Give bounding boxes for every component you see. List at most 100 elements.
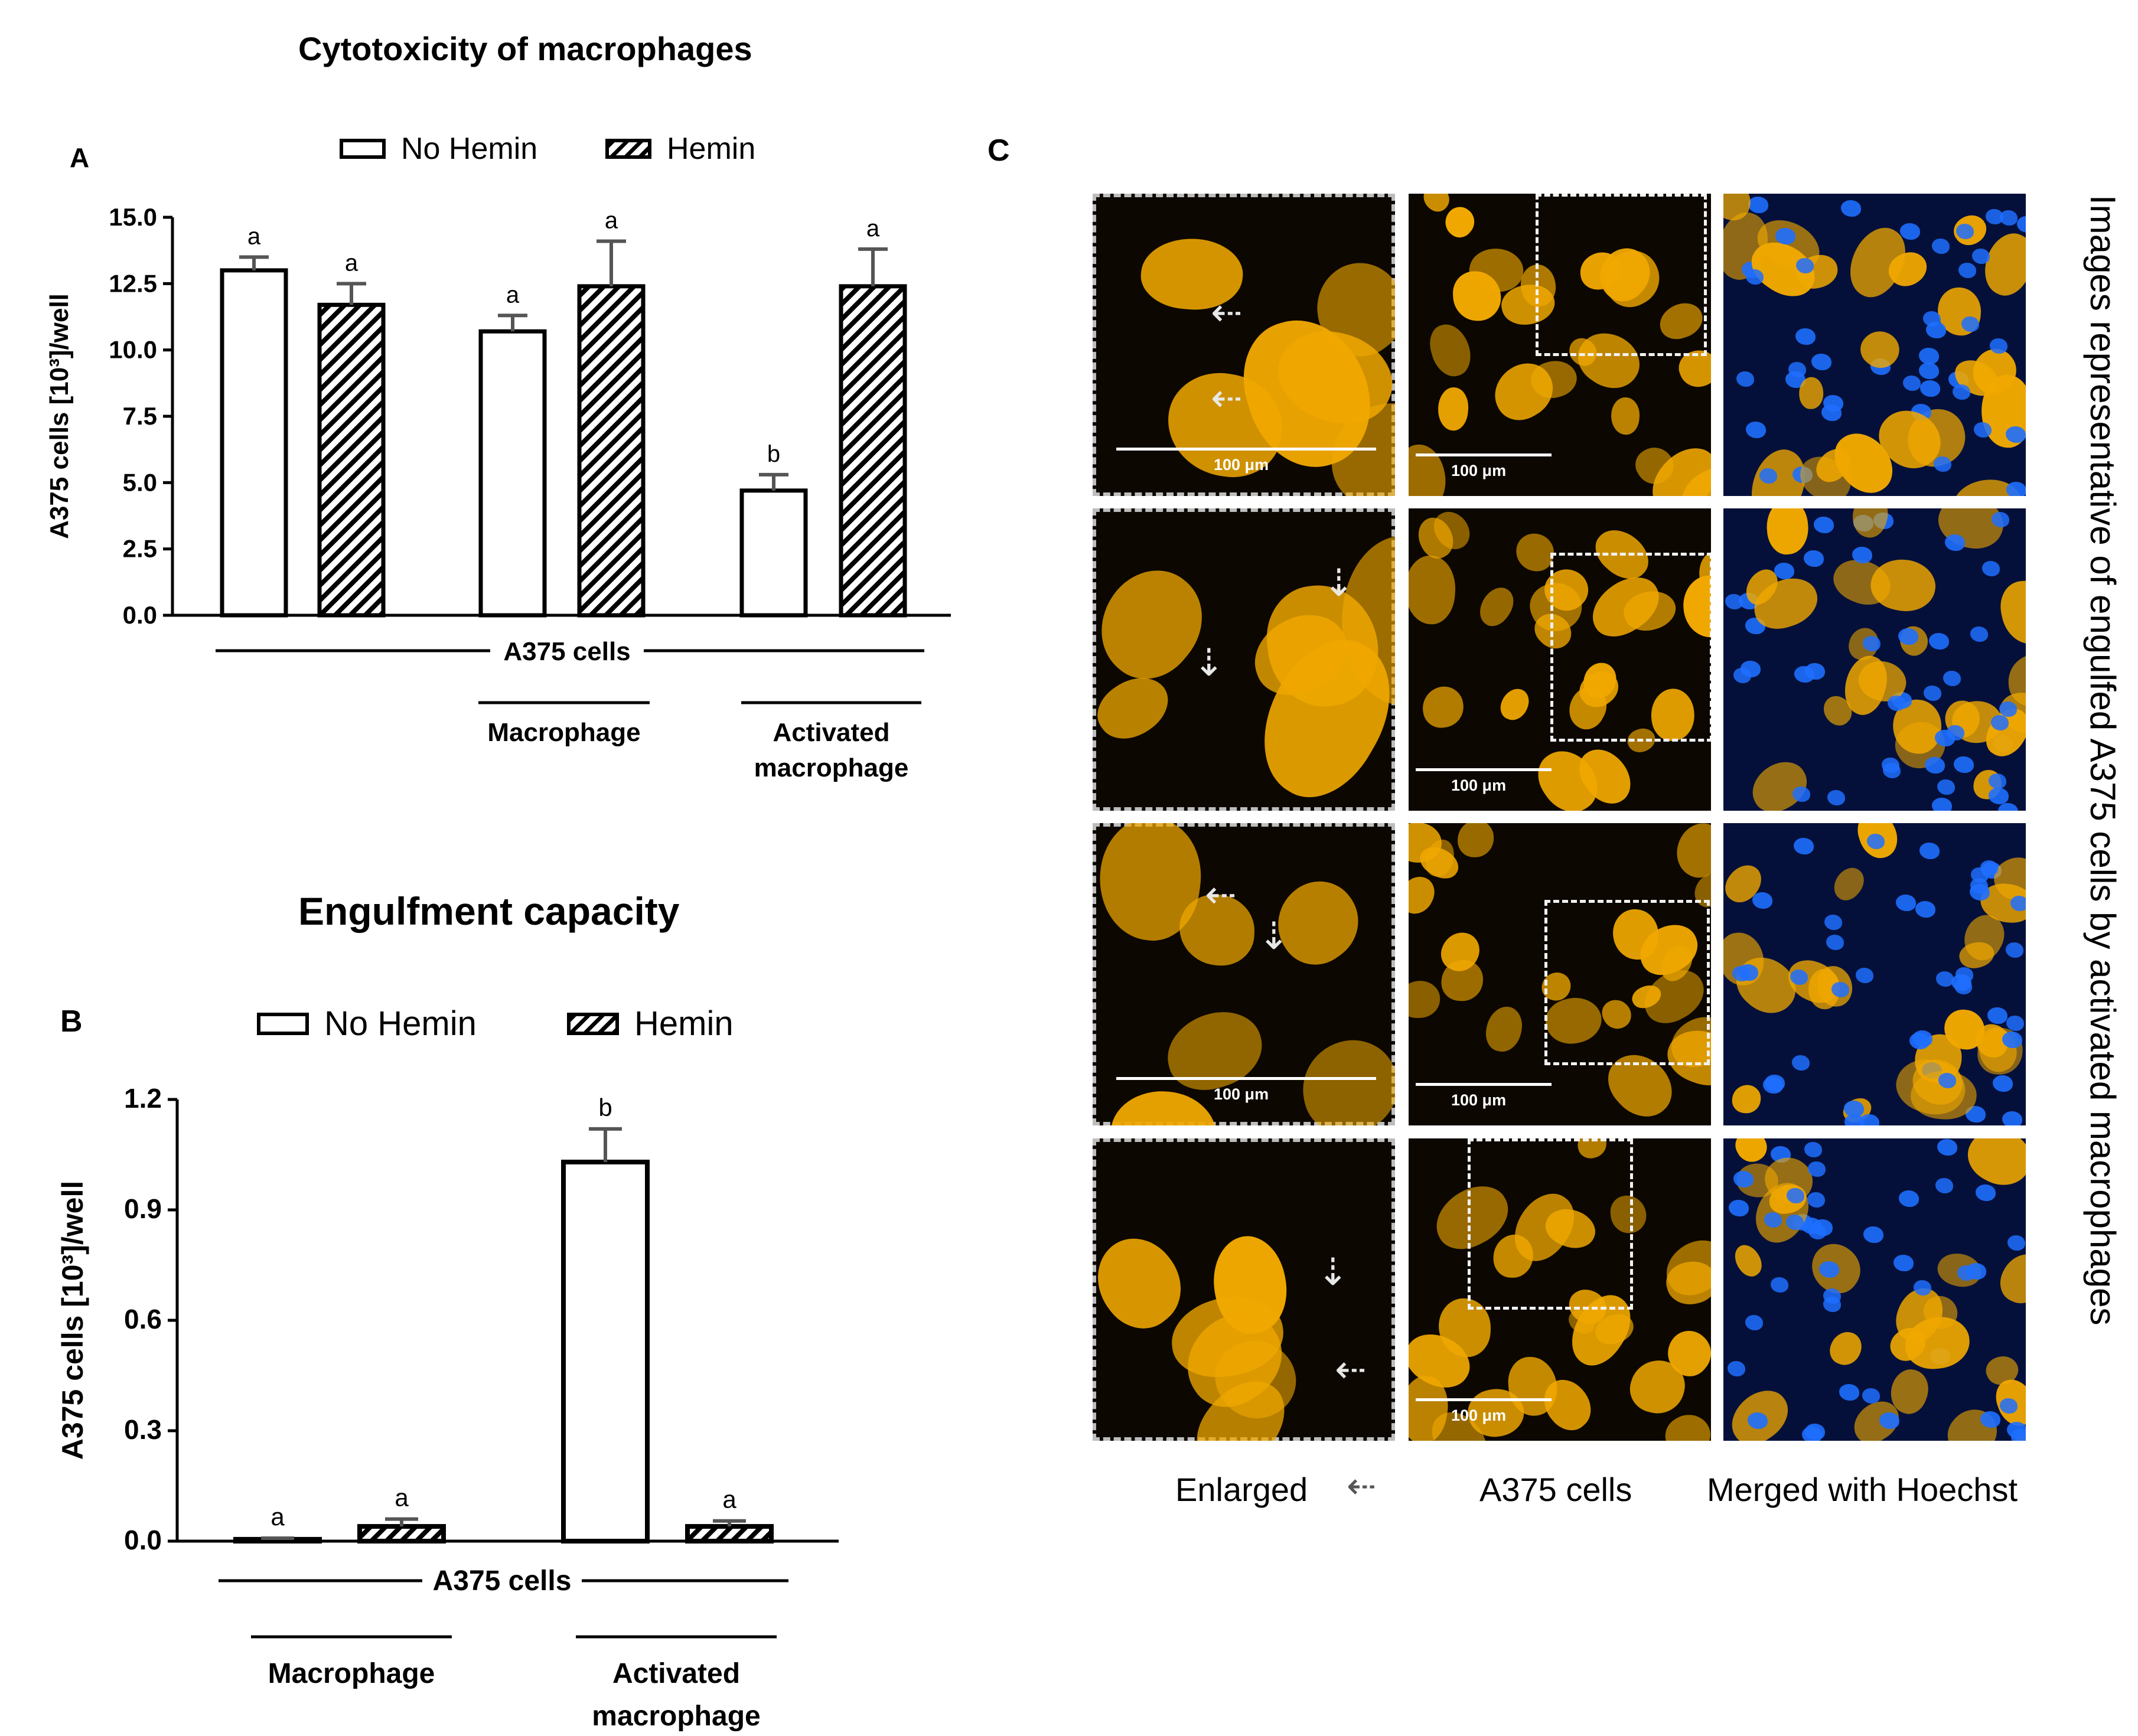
a375-micrograph: 100 μm bbox=[1409, 194, 1711, 496]
nucleus bbox=[1733, 668, 1751, 684]
group-header-label: A375 cells bbox=[433, 1565, 572, 1597]
scale-bar bbox=[1116, 448, 1376, 451]
nucleus bbox=[1814, 517, 1834, 534]
nucleus bbox=[1804, 550, 1824, 567]
nucleus bbox=[1970, 626, 1988, 642]
nucleus bbox=[1792, 786, 1810, 802]
nucleus bbox=[1748, 196, 1769, 213]
nucleus bbox=[1774, 563, 1794, 580]
nucleus bbox=[1745, 269, 1764, 285]
a375-cell bbox=[1457, 823, 1494, 858]
a375-micrograph: 100 μm bbox=[1409, 1138, 1711, 1441]
nucleus bbox=[1862, 636, 1880, 652]
nucleus bbox=[1786, 1187, 1804, 1203]
y-tick-label: 7.5 bbox=[123, 402, 157, 430]
a375-cell bbox=[1826, 1327, 1866, 1370]
nucleus bbox=[1935, 1178, 1953, 1194]
nucleus bbox=[2010, 896, 2026, 912]
enlarged-micrograph: ⇠ ⇠ 100 μm bbox=[1093, 194, 1395, 496]
nucleus bbox=[1747, 1412, 1768, 1429]
open-bar-swatch-icon bbox=[340, 139, 386, 159]
nucleus bbox=[1807, 1161, 1826, 1177]
a375-cell bbox=[1853, 323, 1906, 376]
a375-cell bbox=[1425, 319, 1477, 381]
a375-cell bbox=[1995, 575, 2026, 649]
group-label: macrophage bbox=[592, 1701, 760, 1732]
hatched-bar-swatch-icon bbox=[605, 139, 651, 159]
nucleus bbox=[1728, 1200, 1749, 1217]
chart-a-legend-hemin: Hemin bbox=[605, 131, 755, 167]
significance-letter: a bbox=[866, 216, 880, 242]
nucleus bbox=[1863, 1226, 1883, 1243]
nucleus bbox=[1998, 803, 2019, 811]
nucleus bbox=[1788, 361, 1807, 377]
nucleus bbox=[1946, 725, 1964, 740]
nucleus bbox=[1895, 894, 1916, 911]
chart-b: 0.0 0.3 0.6 0.9 1.2 A375 cells [10³]/well a b a a… bbox=[56, 1083, 839, 1732]
y-tick-label: 12.5 bbox=[109, 269, 157, 297]
nucleus bbox=[1728, 1360, 1746, 1376]
nucleus bbox=[1987, 1007, 2008, 1024]
scale-bar-label: 100 μm bbox=[1214, 456, 1269, 474]
bar bbox=[739, 488, 808, 618]
nucleus bbox=[1989, 338, 2007, 354]
nucleus bbox=[1821, 404, 1842, 422]
nucleus bbox=[1752, 892, 1773, 909]
nucleus bbox=[1736, 371, 1755, 387]
nucleus bbox=[1974, 422, 1992, 438]
nucleus bbox=[1844, 1101, 1865, 1118]
inset-box bbox=[1536, 194, 1707, 356]
y-tick-label: 1.2 bbox=[124, 1083, 162, 1114]
a375-cell bbox=[1730, 1083, 1762, 1115]
nucleus bbox=[1795, 328, 1816, 345]
a375-cell bbox=[1828, 862, 1870, 906]
chart-a: 0.0 2.5 5.0 7.5 10.0 12.5 15.0 A375 cells [10³]… bbox=[45, 203, 951, 782]
a375-cell bbox=[1409, 870, 1440, 920]
significance-letter: a bbox=[395, 1484, 409, 1512]
nucleus bbox=[1937, 779, 1956, 795]
a375-cell bbox=[1723, 1381, 1798, 1441]
nucleus bbox=[1919, 347, 1940, 364]
nucleus bbox=[1785, 1215, 1804, 1231]
nucleus bbox=[1852, 546, 1872, 563]
inset-box bbox=[1468, 1138, 1633, 1310]
arrow-icon: ⇠ bbox=[1347, 1466, 1377, 1507]
legend-label: Hemin bbox=[634, 1004, 734, 1043]
y-tick-label: 0.9 bbox=[124, 1193, 162, 1224]
scale-bar bbox=[1416, 768, 1552, 771]
nucleus bbox=[1805, 663, 1826, 680]
nucleus bbox=[1795, 258, 1814, 274]
nucleus bbox=[2002, 1111, 2022, 1125]
arrow-icon: ⇣ bbox=[1323, 562, 1355, 605]
nucleus bbox=[1733, 1170, 1754, 1187]
nucleus bbox=[1840, 200, 1861, 217]
enlarged-micrograph: ⇣ ⇣ bbox=[1093, 508, 1395, 811]
nucleus bbox=[1893, 1254, 1914, 1271]
y-tick-label: 2.5 bbox=[123, 535, 157, 563]
nucleus bbox=[1909, 1033, 1930, 1050]
nucleus bbox=[1956, 224, 1974, 240]
nucleus bbox=[1888, 696, 1906, 712]
chart-a-title: Cytotoxicity of macrophages bbox=[298, 30, 752, 67]
nucleus bbox=[1919, 843, 1940, 860]
a375-cell bbox=[1409, 442, 1449, 496]
nucleus bbox=[2007, 1235, 2026, 1251]
nucleus bbox=[1971, 249, 1990, 265]
nucleus bbox=[1923, 311, 1941, 327]
side-label: Images representative of engulfed A375 c… bbox=[2083, 195, 2123, 1326]
nucleus bbox=[1943, 670, 1961, 686]
panel-a-letter: A bbox=[70, 142, 90, 173]
nucleus bbox=[1844, 1114, 1865, 1125]
bar bbox=[317, 302, 386, 618]
scale-bar-label: 100 μm bbox=[1451, 1091, 1507, 1109]
a375-cell bbox=[1420, 684, 1466, 730]
bar bbox=[220, 268, 288, 618]
nucleus bbox=[1807, 1192, 1826, 1208]
nucleus bbox=[1899, 223, 1920, 240]
legend-label: No Hemin bbox=[324, 1004, 477, 1043]
y-axis-label: A375 cells [10³]/well bbox=[45, 293, 74, 539]
arrow-icon: ⇣ bbox=[1317, 1251, 1349, 1294]
chart-b-legend-hemin: Hemin bbox=[567, 1004, 734, 1043]
bar bbox=[478, 329, 547, 618]
nucleus bbox=[1938, 1073, 1956, 1089]
